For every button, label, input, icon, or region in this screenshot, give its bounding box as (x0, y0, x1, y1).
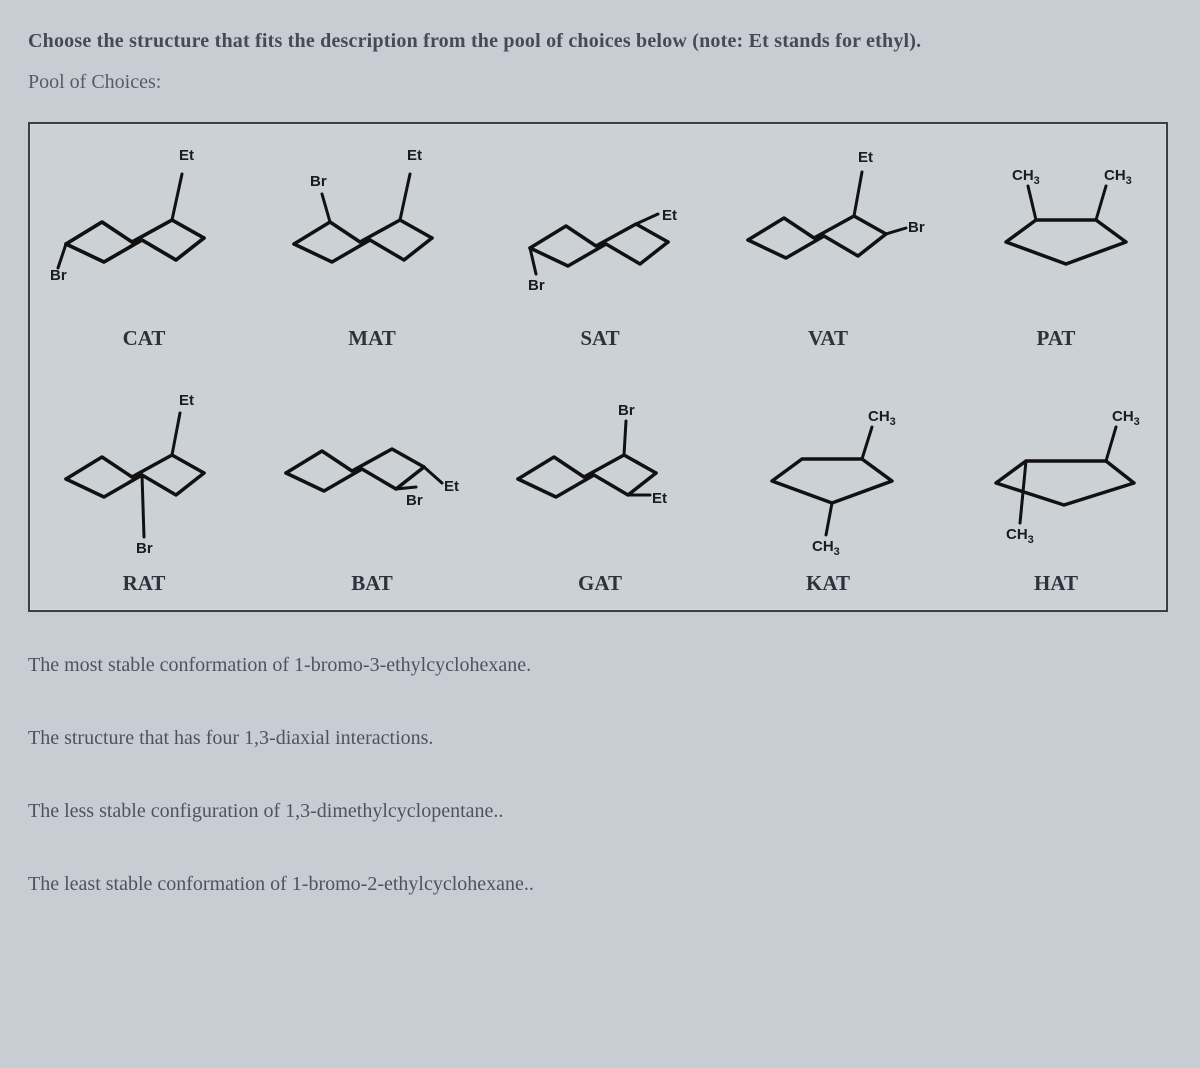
sub-et-label: Et (407, 147, 422, 164)
question-item: The less stable configuration of 1,3-dim… (28, 800, 1172, 823)
sub-br-label: Br (406, 492, 423, 509)
sub-ch3-label: CH3 (1104, 167, 1132, 187)
sub-et-label: Et (652, 490, 667, 507)
structure-code-label: HAT (942, 571, 1170, 596)
structure-mat[interactable]: Et Br MAT (258, 124, 486, 369)
sub-br-label: Br (908, 219, 925, 236)
structure-kat[interactable]: CH3 CH3 KAT (714, 369, 942, 614)
structure-code-label: CAT (30, 326, 258, 351)
pool-label: Pool of Choices: (28, 71, 1172, 94)
structure-vat[interactable]: Et Br VAT (714, 124, 942, 369)
sub-br-label: Br (618, 402, 635, 419)
structure-gat[interactable]: Br Et GAT (486, 369, 714, 614)
sub-et-label: Et (179, 147, 194, 164)
sub-br-label: Br (136, 540, 153, 557)
sub-ch3-label: CH3 (1012, 167, 1040, 187)
sub-br-label: Br (50, 267, 67, 284)
structure-hat[interactable]: CH3 CH3 HAT (942, 369, 1170, 614)
structure-row-1: Et Br CAT Et Br MAT Et (30, 124, 1166, 369)
question-list: The most stable conformation of 1-bromo-… (28, 654, 1172, 896)
structure-bat[interactable]: Br Et BAT (258, 369, 486, 614)
structure-sat[interactable]: Et Br SAT (486, 124, 714, 369)
sub-et-label: Et (179, 392, 194, 409)
question-item: The least stable conformation of 1-bromo… (28, 873, 1172, 896)
sub-br-label: Br (528, 277, 545, 294)
sub-et-label: Et (858, 149, 873, 166)
structure-code-label: GAT (486, 571, 714, 596)
question-instruction: Choose the structure that fits the descr… (28, 30, 1172, 53)
sub-ch3-label: CH3 (1006, 526, 1034, 546)
structure-rat[interactable]: Et Br RAT (30, 369, 258, 614)
structure-code-label: MAT (258, 326, 486, 351)
structure-code-label: SAT (486, 326, 714, 351)
structure-code-label: VAT (714, 326, 942, 351)
pool-of-choices-box: Et Br CAT Et Br MAT Et (28, 122, 1168, 612)
sub-ch3-label: CH3 (868, 408, 896, 428)
question-item: The structure that has four 1,3-diaxial … (28, 727, 1172, 750)
structure-code-label: PAT (942, 326, 1170, 351)
sub-ch3-label: CH3 (1112, 408, 1140, 428)
sub-ch3-label: CH3 (812, 538, 840, 557)
structure-pat[interactable]: CH3 CH3 PAT (942, 124, 1170, 369)
structure-code-label: RAT (30, 571, 258, 596)
structure-code-label: KAT (714, 571, 942, 596)
structure-code-label: BAT (258, 571, 486, 596)
sub-br-label: Br (310, 173, 327, 190)
sub-et-label: Et (444, 478, 459, 495)
structure-row-2: Et Br RAT Br Et BAT Br (30, 369, 1166, 614)
sub-et-label: Et (662, 207, 677, 224)
structure-cat[interactable]: Et Br CAT (30, 124, 258, 369)
question-item: The most stable conformation of 1-bromo-… (28, 654, 1172, 677)
